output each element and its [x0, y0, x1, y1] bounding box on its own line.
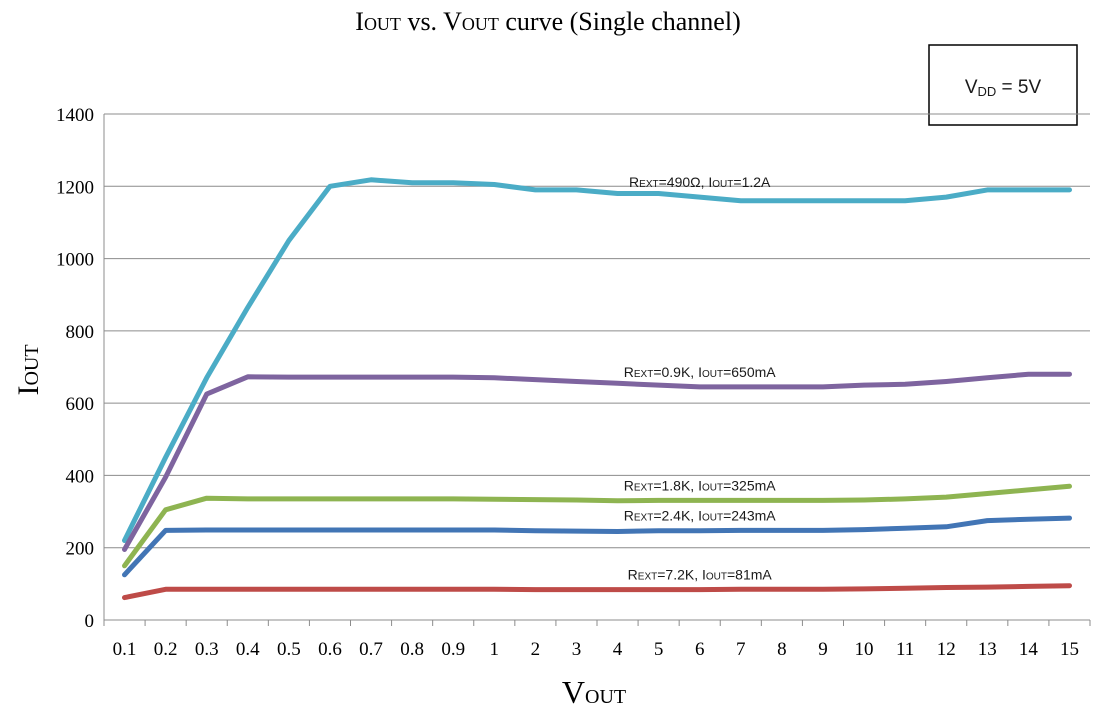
x-tick-label: 0.1	[113, 639, 137, 660]
series-lines	[122, 177, 1072, 601]
x-tick-label: 10	[855, 639, 874, 660]
x-tick-label: 0.3	[195, 639, 219, 660]
x-tick-label: 14	[1019, 639, 1039, 660]
y-tick-label: 400	[66, 466, 95, 487]
x-tick-label: 0.8	[400, 639, 424, 660]
x-tick-label: 8	[777, 639, 787, 660]
x-axis-title: VOUT	[562, 674, 626, 710]
x-tick-label: 0.7	[359, 639, 383, 660]
y-tick-label: 1400	[56, 105, 94, 126]
series-label: REXT=7.2K, IOUT=81mA	[628, 567, 773, 583]
y-axis-title: IOUT	[12, 344, 45, 395]
x-tick-label: 6	[695, 639, 705, 660]
x-tick-label: 0.2	[154, 639, 178, 660]
x-tick-label: 13	[978, 639, 997, 660]
x-axis-ticks: 0.1 0.2 0.3 0.4 0.5 0.6 0.7 0.8 0.9 1 2 3 4 5 6 7 8 9 10 11…	[103, 620, 1091, 660]
vdd-annotation-box: VDD = 5V	[928, 44, 1078, 126]
chart-title: IOUT vs. VOUT curve (Single channel)	[355, 7, 740, 36]
series-label: REXT=490Ω, IOUT=1.2A	[629, 174, 771, 190]
series-line	[122, 483, 1072, 569]
y-tick-label: 1200	[56, 177, 94, 198]
y-tick-label: 800	[66, 322, 95, 343]
series-line	[122, 371, 1072, 552]
series-label: REXT=2.4K, IOUT=243mA	[624, 508, 777, 524]
vdd-annotation-text: VDD = 5V	[965, 77, 1042, 99]
x-tick-label: 2	[531, 639, 541, 660]
x-tick-label: 9	[818, 639, 828, 660]
series-line	[122, 515, 1072, 578]
x-tick-label: 0.5	[277, 639, 301, 660]
x-tick-label: 11	[896, 639, 914, 660]
x-tick-label: 4	[613, 639, 623, 660]
x-tick-label: 7	[736, 639, 746, 660]
y-tick-label: 1000	[56, 250, 94, 271]
x-tick-label: 5	[654, 639, 664, 660]
x-tick-label: 0.6	[318, 639, 342, 660]
y-tick-label: 0	[85, 611, 95, 632]
y-tick-label: 600	[66, 394, 95, 415]
y-tick-label: 200	[66, 539, 95, 560]
x-tick-label: 15	[1060, 639, 1079, 660]
x-tick-label: 1	[490, 639, 500, 660]
x-tick-label: 3	[572, 639, 582, 660]
x-tick-label: 0.4	[236, 639, 260, 660]
x-tick-label: 12	[937, 639, 956, 660]
series-labels: REXT=490Ω, IOUT=1.2A REXT=0.9K, IOUT=650m…	[624, 174, 777, 583]
series-line	[122, 583, 1072, 601]
series-label: REXT=0.9K, IOUT=650mA	[624, 364, 777, 380]
y-axis-ticks: 0 200 400 600 800 1000 1200 1400	[56, 105, 94, 632]
x-tick-label: 0.9	[441, 639, 465, 660]
series-line	[122, 177, 1072, 543]
series-label: REXT=1.8K, IOUT=325mA	[624, 477, 777, 493]
